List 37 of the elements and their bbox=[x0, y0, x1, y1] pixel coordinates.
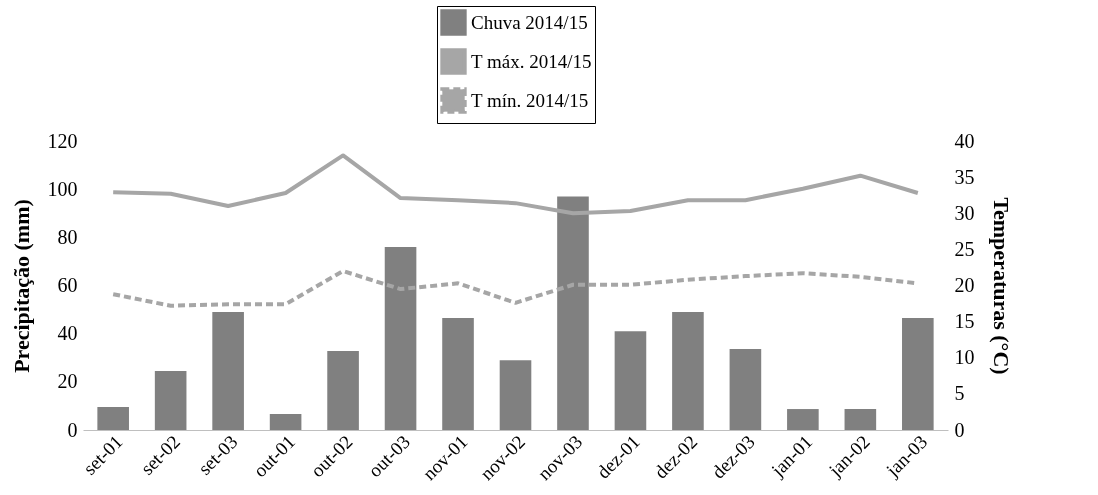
y-tick-label: 60 bbox=[57, 274, 78, 296]
y2-axis-title: Temperaturas (°C) bbox=[988, 197, 1014, 375]
y-tick-label: 0 bbox=[67, 418, 78, 441]
y2-tick-label: 40 bbox=[954, 129, 975, 152]
bar bbox=[557, 196, 589, 430]
y2-tick-label: 10 bbox=[954, 346, 975, 369]
bar bbox=[499, 360, 532, 430]
bar bbox=[442, 318, 474, 430]
bar bbox=[154, 371, 187, 430]
bar bbox=[212, 311, 244, 430]
y-tick-label: 100 bbox=[47, 177, 78, 200]
y2-tick-label: 0 bbox=[954, 418, 965, 441]
bar bbox=[902, 318, 934, 430]
y2-tick-label: 20 bbox=[954, 274, 975, 296]
y-tick-label: 120 bbox=[47, 129, 78, 152]
legend-label: T mín. 2014/15 bbox=[471, 89, 589, 111]
y2-tick-label: 25 bbox=[954, 237, 975, 260]
legend-label: T máx. 2014/15 bbox=[471, 50, 592, 72]
bar bbox=[327, 351, 359, 430]
y2-tick-label: 30 bbox=[954, 201, 975, 224]
bar bbox=[787, 409, 819, 430]
y-axis-title: Precipitação (mm) bbox=[8, 199, 34, 373]
bar bbox=[844, 409, 877, 430]
y2-tick-label: 15 bbox=[954, 310, 975, 333]
y2-tick-label: 35 bbox=[954, 165, 975, 188]
bar bbox=[729, 349, 762, 430]
y-tick-label: 40 bbox=[57, 322, 78, 345]
line-series bbox=[111, 153, 920, 216]
y-tick-label: 20 bbox=[57, 370, 78, 393]
legend-label: Chuva 2014/15 bbox=[471, 11, 588, 33]
bar bbox=[269, 414, 302, 430]
bar bbox=[672, 311, 704, 430]
bar bbox=[384, 246, 417, 430]
y-tick-label: 80 bbox=[57, 225, 78, 248]
bar bbox=[614, 331, 647, 430]
bar bbox=[97, 407, 129, 430]
y2-tick-label: 5 bbox=[954, 382, 965, 405]
